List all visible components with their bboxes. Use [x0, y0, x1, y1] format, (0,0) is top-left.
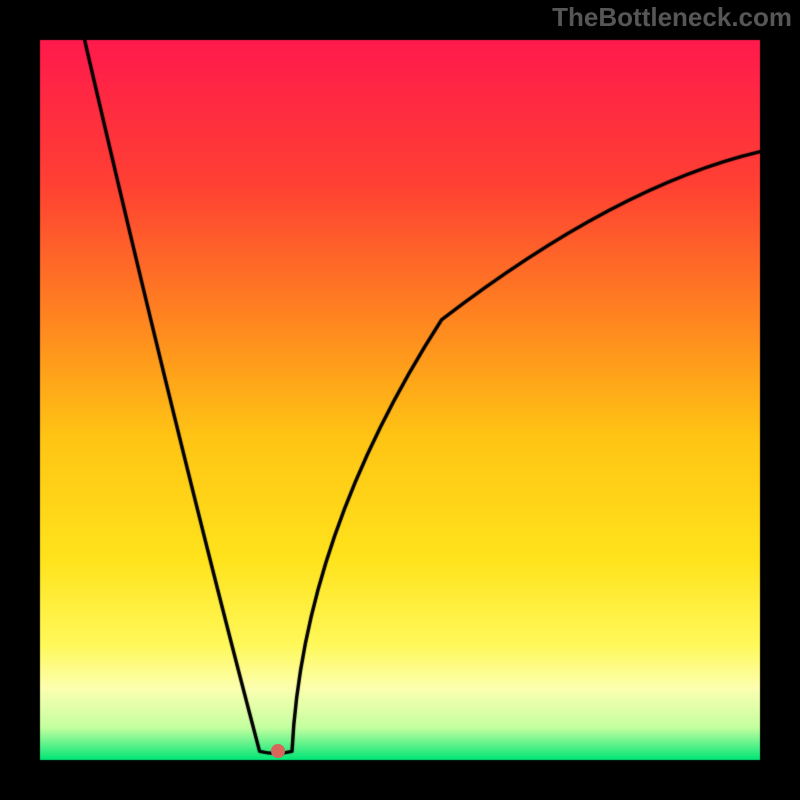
bottleneck-curve-chart [0, 0, 800, 800]
optimum-marker [271, 744, 285, 758]
chart-container: TheBottleneck.com [0, 0, 800, 800]
watermark-text: TheBottleneck.com [552, 2, 792, 33]
